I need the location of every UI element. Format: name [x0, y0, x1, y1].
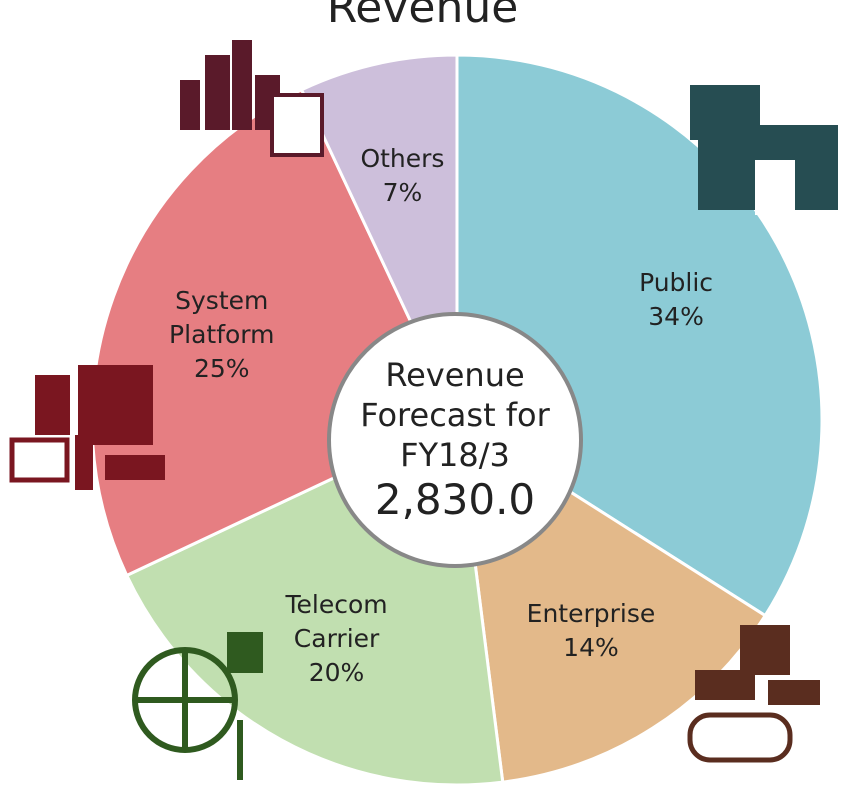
category-label: Enterprise [526, 599, 656, 629]
category-label: Others [360, 144, 445, 174]
center-text: Revenue [385, 356, 525, 394]
slice-label: Others 7% [360, 142, 444, 210]
value-label: 34% [648, 301, 704, 331]
category-label: System Platform [169, 286, 275, 350]
icon-enterprise [687, 625, 820, 763]
category-label: Telecom Carrier [285, 590, 388, 654]
slice-label: Telecom Carrier 20% [252, 588, 422, 690]
chart-title: Revenue [326, 0, 519, 33]
slice-label: System Platform 25% [137, 284, 307, 386]
slice-label: Enterprise 14% [527, 597, 656, 665]
total-label: 2,830.0 [374, 475, 536, 524]
slice-label: Public 34% [639, 266, 713, 334]
icon-others [180, 40, 324, 157]
center-circle [327, 312, 583, 568]
icon-system [9, 365, 165, 490]
center-label: Revenue Forecast for FY18/3 2,830.0 [330, 355, 580, 525]
center-text: FY18/3 [400, 436, 510, 474]
category-label: Public [639, 267, 714, 297]
value-label: 25% [193, 354, 250, 384]
value-label: 14% [563, 633, 619, 663]
center-text: Forecast for [360, 396, 550, 434]
icon-public [690, 85, 838, 215]
value-label: 7% [382, 178, 423, 208]
icon-telecom [132, 632, 263, 780]
value-label: 20% [308, 658, 365, 688]
